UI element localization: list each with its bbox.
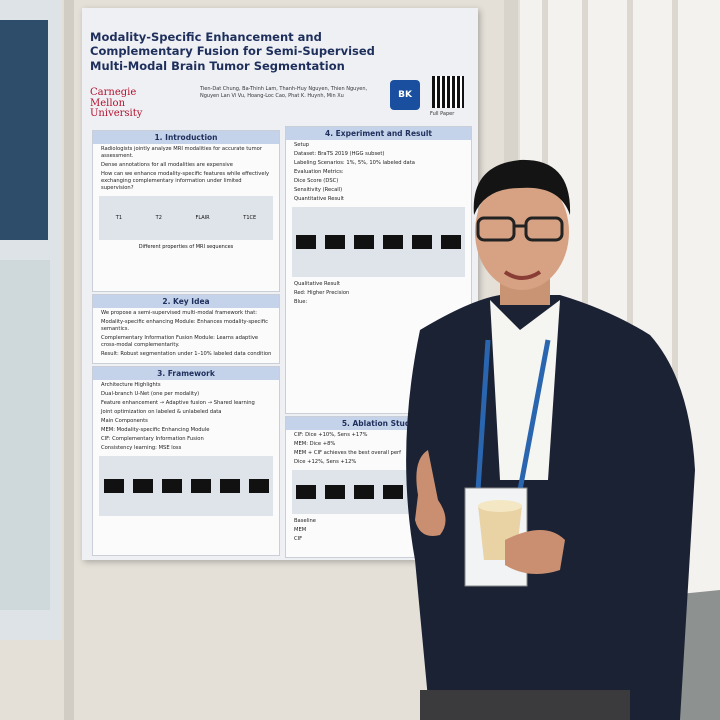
- poster-title: Modality-Specific Enhancement and Comple…: [90, 30, 375, 73]
- section-text: MEM: [294, 527, 307, 534]
- section-text: Complementary Information Fusion Module:…: [101, 335, 259, 349]
- cup-rim: [478, 500, 522, 512]
- figure-tile: [161, 479, 182, 494]
- logo-badge: BK: [390, 80, 420, 110]
- section-text: Quantitative Result: [294, 196, 344, 203]
- poster: Modality-Specific Enhancement and Comple…: [82, 8, 478, 560]
- section-text: Dual-branch U-Net (one per modality): [101, 391, 200, 398]
- figure-tile: [411, 235, 432, 250]
- section-text: Modality-specific enhancing Module: Enha…: [101, 319, 268, 333]
- section-heading: 4. Experiment and Result: [286, 127, 471, 140]
- face: [475, 174, 569, 290]
- mri-image: T2: [156, 215, 162, 221]
- section-text: Baseline: [294, 518, 316, 525]
- section-text: Labeling Scenarios: 1%, 5%, 10% labeled …: [294, 160, 415, 167]
- figure-tile: [382, 235, 403, 250]
- figure: [292, 207, 465, 278]
- figure-tile: [325, 485, 346, 500]
- section-text: Sensitivity (Recall): [294, 187, 343, 194]
- figure-tile: [296, 485, 317, 500]
- neighbor-poster-block: [0, 260, 50, 610]
- figure: [99, 456, 273, 517]
- figure-tile: [382, 485, 403, 500]
- section-text: Joint optimization on labeled & unlabele…: [101, 409, 222, 416]
- smile: [503, 270, 542, 280]
- section-text: How can we enhance modality-specific fea…: [101, 171, 270, 192]
- figure-tile: [103, 479, 124, 494]
- figure-label: FLAIR: [195, 215, 210, 222]
- figure-tile: [325, 235, 346, 250]
- figure-tile: [132, 479, 153, 494]
- affiliation: Carnegie Mellon University: [90, 87, 143, 119]
- figure-label: T1: [115, 215, 123, 222]
- section-text: Dice +12%, Sens +12%: [294, 459, 357, 466]
- figure-tile: [219, 479, 240, 494]
- figure-tile: [296, 235, 317, 250]
- trousers: [420, 690, 630, 720]
- mri-image: T1CE: [243, 215, 256, 221]
- authors: Tien-Dat Chung, Ba-Thinh Lam, Thanh-Huy …: [200, 86, 368, 99]
- cup-hand: [505, 530, 565, 574]
- section-text: Dice Score (DSC): [294, 178, 339, 185]
- figure-caption: Different properties of MRI sequences: [138, 244, 234, 251]
- thumb-hand: [415, 450, 446, 536]
- qr-code: [432, 76, 464, 108]
- qr-caption: Full Paper: [430, 111, 455, 117]
- figure: T1 T2 FLAIR T1CE: [99, 196, 273, 241]
- mri-image: T1: [116, 215, 122, 221]
- section-text: Evaluation Metrics:: [294, 169, 344, 176]
- section-text: MEM: Dice +8%: [294, 441, 336, 448]
- section-text: Architecture Highlights: [101, 382, 161, 388]
- figure-tile: [354, 235, 375, 250]
- figure-tile: [354, 485, 375, 500]
- poster-section: 1. Introduction Radiologists jointly anal…: [92, 130, 280, 292]
- figure-label: T2: [155, 215, 162, 222]
- section-text: We propose a semi-supervised multi-modal…: [101, 310, 257, 316]
- section-heading: 1. Introduction: [93, 131, 279, 144]
- section-heading: 2. Key Idea: [93, 295, 279, 308]
- section-text: Dense annotations for all modalities are…: [101, 162, 233, 169]
- section-text: Main Components: [101, 418, 148, 425]
- section-text: MEM: Modality-specific Enhancing Module: [101, 427, 210, 434]
- figure-tile: [248, 479, 269, 494]
- section-text: Feature enhancement → Adaptive fusion → …: [101, 400, 255, 407]
- hair: [473, 159, 571, 215]
- section-text: Setup: [294, 142, 310, 148]
- section-text: CIF: Dice +10%, Sens +17%: [294, 432, 368, 438]
- poster-section: 3. Framework Architecture Highlights Dual-…: [92, 366, 280, 556]
- figure-tile: [440, 235, 461, 250]
- section-text: Dataset: BraTS 2019 (HGG subset): [294, 151, 385, 158]
- section-text: CIF: [294, 536, 303, 543]
- section-text: Consistency learning: MSE loss: [101, 445, 182, 452]
- neighbor-poster-block: [0, 20, 48, 240]
- section-text: Red: Higher Precision: [294, 290, 350, 297]
- figure-label: T1CE: [243, 215, 257, 222]
- section-text: Qualitative Result: [294, 281, 341, 288]
- section-text: Result: Robust segmentation under 1–10% …: [101, 351, 272, 358]
- lanyard: [475, 339, 551, 491]
- section-heading: 3. Framework: [93, 367, 279, 380]
- shirt: [490, 300, 560, 480]
- section-text: CIF: Complementary Information Fusion: [101, 436, 204, 443]
- figure-tile: [190, 479, 211, 494]
- panel-edge: [64, 0, 74, 720]
- mri-image: FLAIR: [196, 215, 210, 221]
- section-text: Blue:: [294, 299, 308, 306]
- section-text: Radiologists jointly analyze MRI modalit…: [101, 146, 262, 160]
- poster-section: 2. Key Idea We propose a semi-supervised …: [92, 294, 280, 364]
- blazer: [406, 295, 695, 720]
- glasses: [476, 216, 564, 242]
- section-text: MEM + CIF achieves the best overall perf: [294, 450, 401, 457]
